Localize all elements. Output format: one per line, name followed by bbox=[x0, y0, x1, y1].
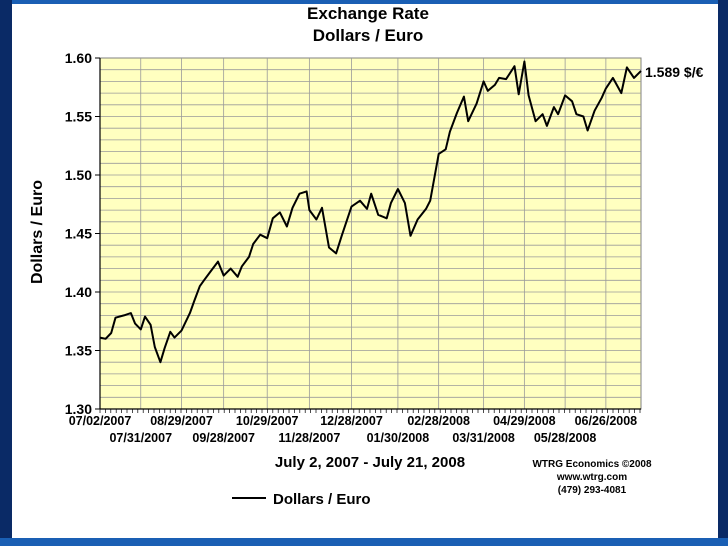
x-tick-label: 05/28/2008 bbox=[534, 431, 597, 445]
end-value-label: 1.589 $/€ bbox=[645, 64, 704, 80]
x-tick-label: 12/28/2007 bbox=[320, 414, 383, 428]
y-tick-labels: 1.30 1.35 1.40 1.45 1.50 1.55 1.60 bbox=[65, 50, 100, 417]
credit-line-3: (479) 293-4081 bbox=[557, 485, 627, 496]
y-tick-label: 1.30 bbox=[65, 401, 92, 417]
x-tick-label: 03/31/2008 bbox=[452, 431, 515, 445]
credit-line-2: www.wtrg.com bbox=[556, 472, 628, 483]
x-tick-label: 01/30/2008 bbox=[367, 431, 430, 445]
slide-frame-top bbox=[0, 0, 728, 4]
x-tick-label: 02/28/2008 bbox=[407, 414, 470, 428]
y-axis-label: Dollars / Euro bbox=[29, 180, 46, 284]
chart-subtitle: Dollars / Euro bbox=[313, 26, 424, 45]
x-tick-label: 09/28/2007 bbox=[192, 431, 255, 445]
x-tick-label: 11/28/2007 bbox=[278, 431, 340, 445]
slide-frame-bottom bbox=[0, 538, 728, 546]
y-tick-label: 1.45 bbox=[65, 226, 92, 242]
x-tick-label: 07/31/2007 bbox=[109, 431, 172, 445]
x-tick-label: 06/26/2008 bbox=[575, 414, 638, 428]
x-tick-label: 07/02/2007 bbox=[69, 414, 132, 428]
x-tick-labels: 07/02/2007 08/29/2007 10/29/2007 12/28/2007… bbox=[69, 414, 637, 445]
x-tick-label: 04/29/2008 bbox=[493, 414, 556, 428]
y-tick-label: 1.55 bbox=[65, 109, 92, 125]
slide-frame-right bbox=[718, 0, 728, 546]
credit-line-1: WTRG Economics ©2008 bbox=[532, 459, 652, 470]
y-tick-label: 1.50 bbox=[65, 167, 92, 183]
y-tick-label: 1.60 bbox=[65, 50, 92, 66]
chart-title: Exchange Rate bbox=[307, 4, 429, 23]
y-tick-label: 1.40 bbox=[65, 284, 92, 300]
y-tick-label: 1.35 bbox=[65, 343, 92, 359]
x-axis-label: July 2, 2007 - July 21, 2008 bbox=[275, 454, 465, 471]
x-tick-label: 10/29/2007 bbox=[236, 414, 299, 428]
x-tick-label: 08/29/2007 bbox=[150, 414, 213, 428]
source-credit: WTRG Economics ©2008 www.wtrg.com (479) … bbox=[522, 458, 662, 497]
slide-frame-left bbox=[0, 0, 12, 546]
series-line-dollars-euro bbox=[99, 60, 642, 364]
legend-label: Dollars / Euro bbox=[273, 491, 371, 508]
grid-lines bbox=[99, 58, 641, 413]
